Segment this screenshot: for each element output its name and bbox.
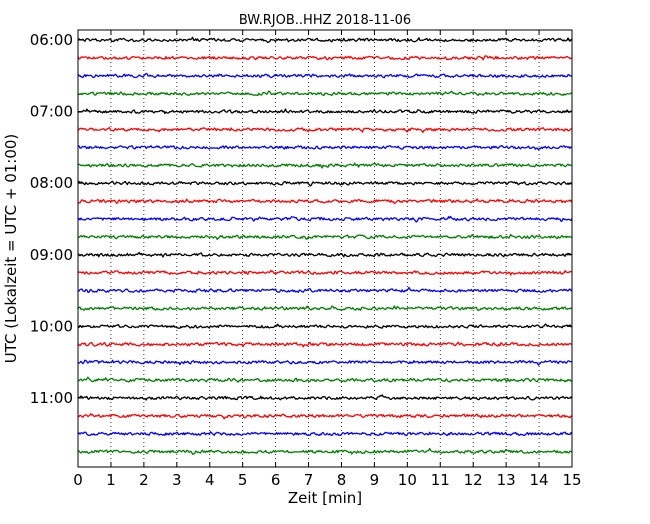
y-tick-label: 09:00 — [30, 246, 73, 264]
trace-line — [77, 233, 573, 241]
trace-line — [77, 447, 573, 455]
chart-title: BW.RJOB..HHZ 2018-11-06 — [239, 13, 411, 28]
trace-line — [77, 215, 573, 223]
x-tick-label: 13 — [497, 471, 516, 489]
trace-line — [77, 36, 573, 44]
x-tick-labels: 0 1 2 3 4 5 6 7 8 9 10 11 12 13 14 15 — [73, 471, 581, 489]
trace-line — [77, 359, 572, 366]
trace-line — [77, 323, 573, 329]
trace-line — [77, 413, 573, 420]
trace-line — [77, 72, 573, 79]
x-tick-label: 1 — [106, 471, 116, 489]
trace-line — [77, 305, 573, 312]
x-tick-label: 6 — [271, 471, 281, 489]
grid-lines — [110, 30, 540, 467]
x-tick-label: 7 — [304, 471, 314, 489]
trace-line — [77, 198, 573, 205]
y-tick-label: 08:00 — [30, 174, 73, 192]
x-tick-label: 9 — [370, 471, 380, 489]
y-tick-labels: 06:00 07:00 08:00 09:00 10:00 11:00 — [30, 31, 73, 407]
trace-line — [77, 376, 573, 383]
trace-line — [77, 144, 573, 151]
x-tick-label: 10 — [398, 471, 417, 489]
trace-line — [77, 431, 573, 437]
x-tick-label: 14 — [530, 471, 549, 489]
x-tick-label: 12 — [464, 471, 483, 489]
x-tick-label: 15 — [562, 471, 581, 489]
y-tick-label: 10:00 — [30, 317, 73, 335]
trace-line — [77, 269, 573, 276]
x-tick-label: 11 — [431, 471, 450, 489]
y-tick-label: 06:00 — [30, 31, 73, 49]
x-tick-label: 4 — [205, 471, 215, 489]
y-tick-label: 11:00 — [30, 389, 73, 407]
y-tick-label: 07:00 — [30, 103, 73, 121]
trace-line — [77, 341, 573, 348]
trace-line — [77, 55, 573, 61]
trace-line — [77, 251, 573, 258]
trace-line — [77, 162, 573, 169]
trace-line — [77, 180, 573, 187]
plot-axes — [77, 29, 573, 468]
plot-frame — [77, 29, 573, 468]
x-tick-label: 8 — [337, 471, 347, 489]
trace-line — [77, 108, 573, 115]
y-axis-label: UTC (Lokalzeit = UTC + 01:00) — [2, 134, 20, 364]
trace-line — [77, 90, 573, 97]
trace-lines — [77, 36, 573, 455]
trace-line — [77, 127, 572, 134]
x-tick-label: 3 — [172, 471, 182, 489]
x-tick-label: 2 — [139, 471, 149, 489]
trace-line — [77, 394, 573, 401]
trace-line — [77, 286, 573, 294]
x-axis-label: Zeit [min] — [288, 489, 362, 507]
x-tick-label: 0 — [73, 471, 83, 489]
x-tick-label: 5 — [238, 471, 248, 489]
